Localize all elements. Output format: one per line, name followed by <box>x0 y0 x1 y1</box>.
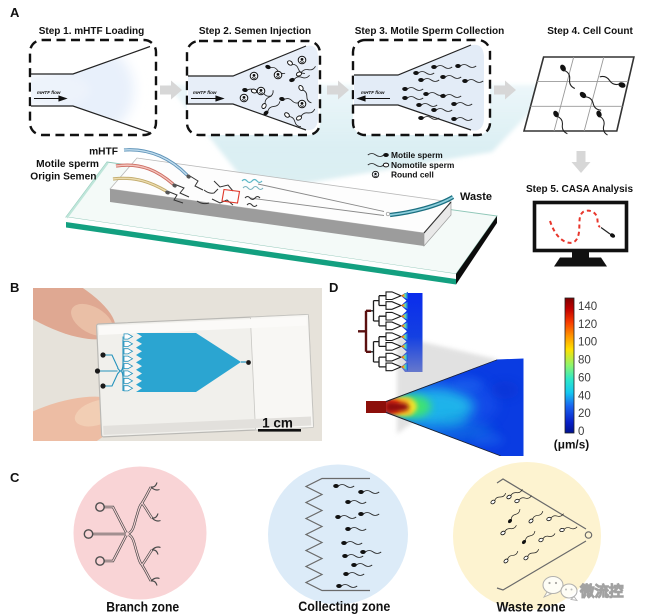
svg-text:20: 20 <box>578 408 591 420</box>
svg-text:Round cell: Round cell <box>391 170 434 180</box>
svg-text:Branch zone: Branch zone <box>106 599 179 615</box>
svg-text:D: D <box>329 280 338 295</box>
svg-text:Nomotile sperm: Nomotile sperm <box>391 160 454 170</box>
svg-text:Waste: Waste <box>460 191 492 203</box>
svg-text:140: 140 <box>578 301 597 313</box>
svg-text:Origin Semen: Origin Semen <box>30 172 96 183</box>
svg-text:mHTF flow: mHTF flow <box>37 90 61 95</box>
svg-text:B: B <box>10 280 19 295</box>
svg-text:60: 60 <box>578 372 591 384</box>
svg-text:mHTF: mHTF <box>89 147 118 158</box>
svg-text:Step 1. mHTF Loading: Step 1. mHTF Loading <box>39 26 145 37</box>
svg-text:100: 100 <box>578 337 597 349</box>
svg-text:A: A <box>10 5 20 20</box>
svg-text:mHTF flow: mHTF flow <box>361 90 385 95</box>
svg-text:120: 120 <box>578 319 597 331</box>
svg-text:Motile sperm: Motile sperm <box>391 150 443 160</box>
svg-text:0: 0 <box>578 426 584 438</box>
svg-text:(μm/s): (μm/s) <box>554 438 589 452</box>
svg-text:Step 4. Cell Count: Step 4. Cell Count <box>547 26 633 37</box>
svg-text:Step 5. CASA Analysis: Step 5. CASA Analysis <box>526 184 634 195</box>
svg-text:C: C <box>10 470 20 485</box>
svg-text:Step 2. Semen Injection: Step 2. Semen Injection <box>199 26 311 37</box>
svg-text:40: 40 <box>578 390 591 402</box>
svg-text:Motile sperm: Motile sperm <box>36 159 99 170</box>
svg-text:mHTF flow: mHTF flow <box>193 90 217 95</box>
svg-text:微流控: 微流控 <box>579 583 624 601</box>
svg-text:Collecting zone: Collecting zone <box>298 598 390 614</box>
svg-text:Waste zone: Waste zone <box>497 599 566 615</box>
svg-text:80: 80 <box>578 355 591 367</box>
svg-text:1 cm: 1 cm <box>262 416 293 431</box>
svg-text:Step 3. Motile Sperm Collectio: Step 3. Motile Sperm Collection <box>355 26 504 37</box>
